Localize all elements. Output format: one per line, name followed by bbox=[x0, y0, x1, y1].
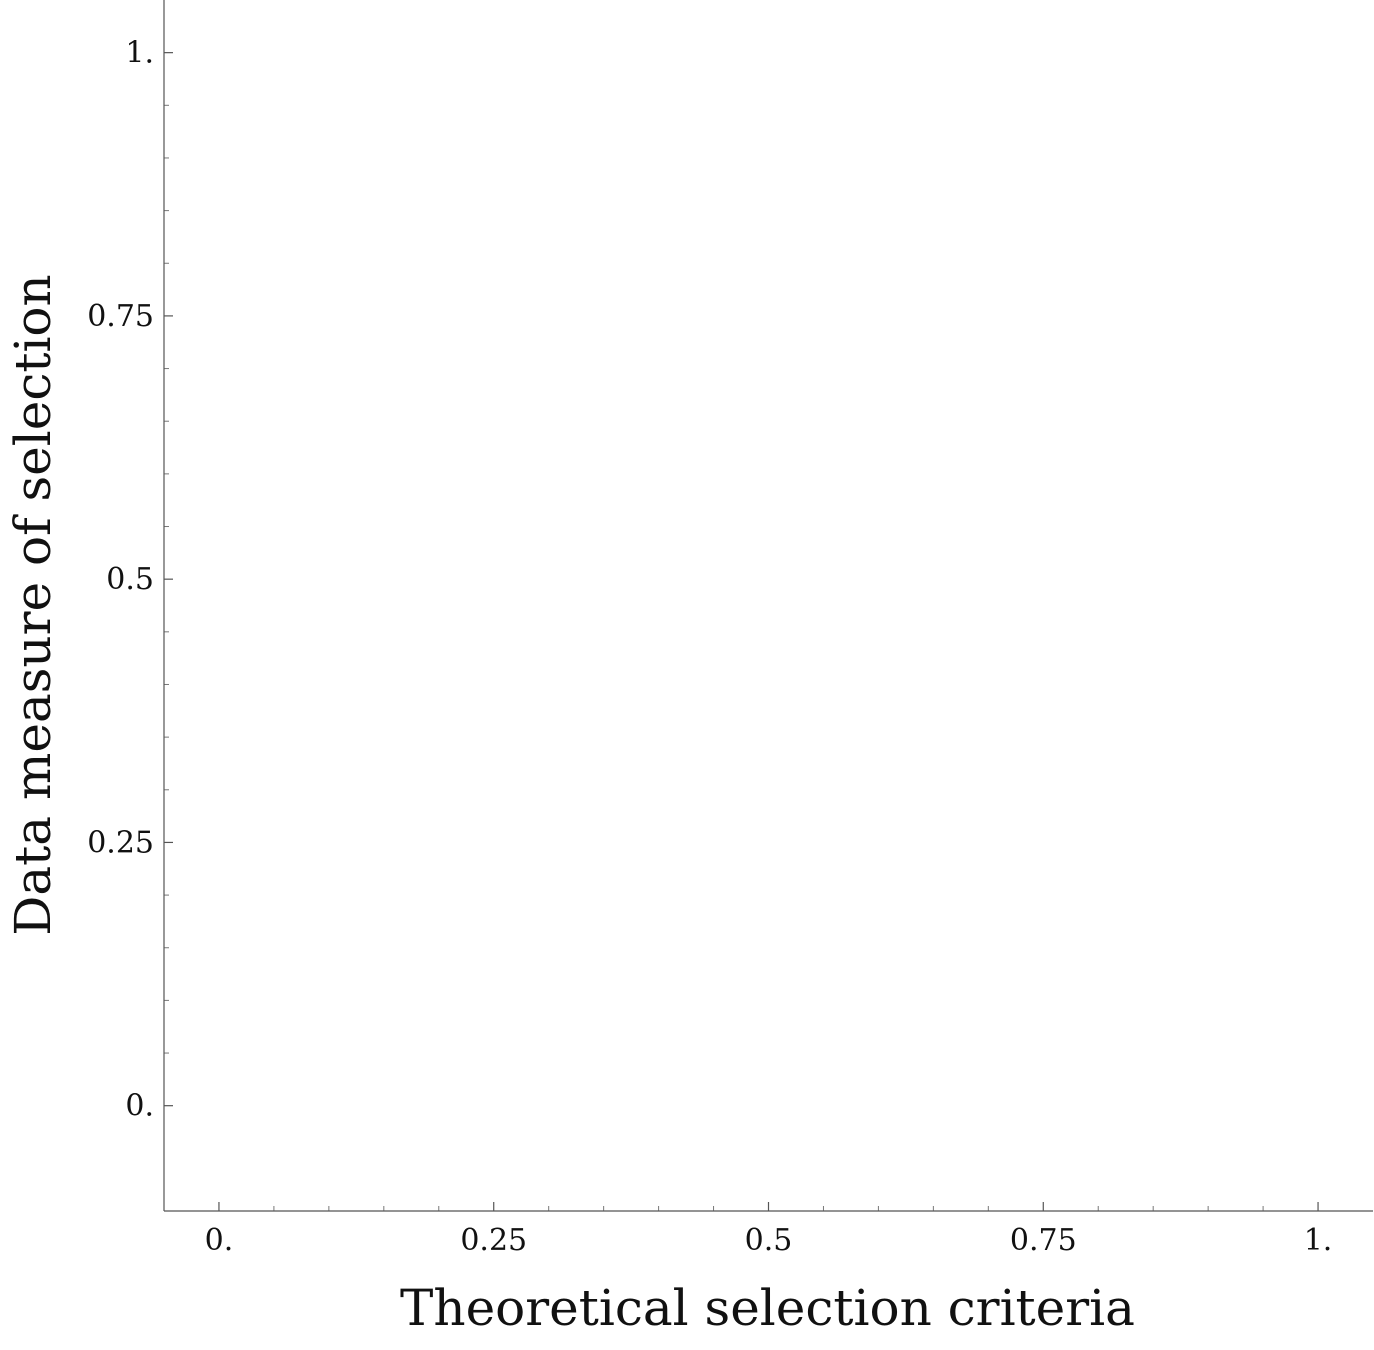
y-tick-label: 0.75 bbox=[87, 299, 154, 334]
y-axis-title: Data measure of selection bbox=[4, 274, 62, 935]
x-tick-label: 1. bbox=[1304, 1223, 1333, 1258]
y-tick-label: 0. bbox=[125, 1089, 154, 1124]
x-tick-label: 0. bbox=[205, 1223, 234, 1258]
x-tick-label: 0.25 bbox=[460, 1223, 527, 1258]
y-tick-label: 0.25 bbox=[87, 825, 154, 860]
x-tick-label: 0.5 bbox=[745, 1223, 793, 1258]
y-tick-label: 0.5 bbox=[106, 562, 154, 597]
y-tick-label: 1. bbox=[125, 36, 154, 71]
x-axis-title: Theoretical selection criteria bbox=[400, 1279, 1135, 1337]
y-axis-ticks: 0. 0.25 0.5 0.75 1. bbox=[87, 36, 173, 1124]
x-tick-label: 0.75 bbox=[1010, 1223, 1077, 1258]
x-axis-ticks: 0. 0.25 0.5 0.75 1. bbox=[205, 1202, 1333, 1258]
